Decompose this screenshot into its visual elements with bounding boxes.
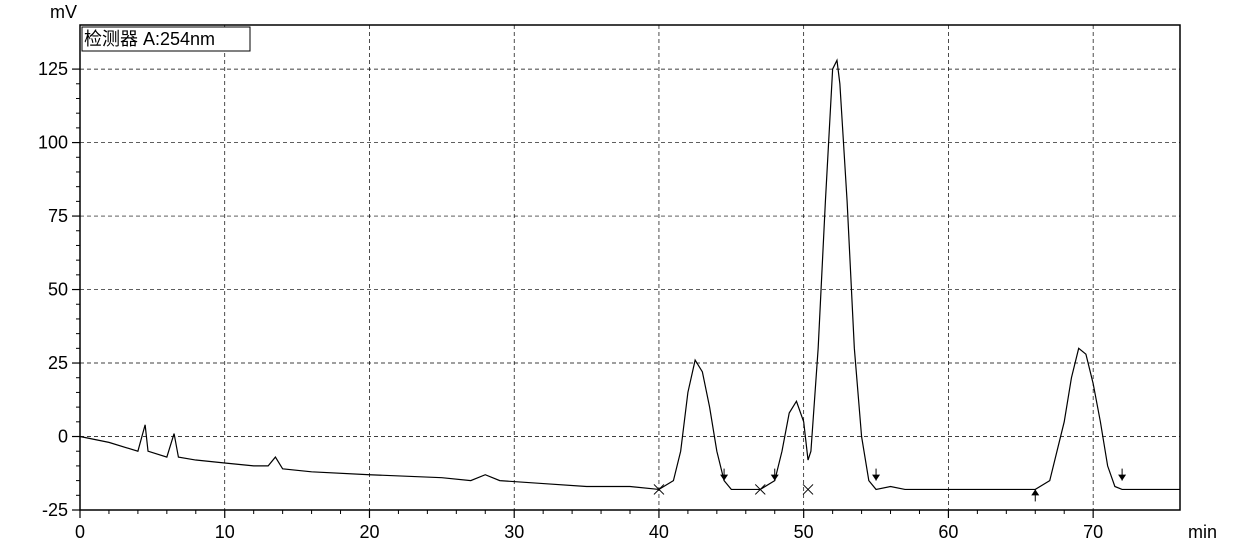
x-tick-label: 60 bbox=[938, 522, 958, 542]
x-axis-label: min bbox=[1188, 522, 1217, 542]
detector-legend: 检测器 A:254nm bbox=[84, 29, 215, 49]
chart-svg: 0 10 20 30 40 50 60 70 -25 0 25 50 75 100 125 mV min 检测器 … bbox=[0, 0, 1240, 560]
y-tick-label: 100 bbox=[38, 133, 68, 153]
y-tick-label: 50 bbox=[48, 280, 68, 300]
x-tick-label: 30 bbox=[504, 522, 524, 542]
x-tick-label: 50 bbox=[794, 522, 814, 542]
x-tick-label: 70 bbox=[1083, 522, 1103, 542]
x-tick-label: 20 bbox=[359, 522, 379, 542]
x-tick-label: 0 bbox=[75, 522, 85, 542]
y-tick-label: 25 bbox=[48, 353, 68, 373]
x-tick-label: 40 bbox=[649, 522, 669, 542]
chromatogram-chart: 0 10 20 30 40 50 60 70 -25 0 25 50 75 100 125 mV min 检测器 … bbox=[0, 0, 1240, 560]
x-tick-label: 10 bbox=[215, 522, 235, 542]
y-axis-label: mV bbox=[50, 2, 77, 22]
y-tick-label: 125 bbox=[38, 59, 68, 79]
y-tick-label: -25 bbox=[42, 500, 68, 520]
y-tick-label: 75 bbox=[48, 206, 68, 226]
y-tick-label: 0 bbox=[58, 427, 68, 447]
